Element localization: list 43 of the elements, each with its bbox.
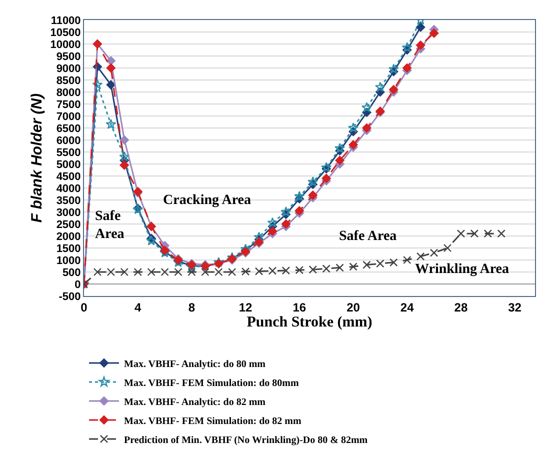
y-tick-label: 6000 <box>56 134 81 147</box>
y-tick-label: 10000 <box>50 38 81 51</box>
x-tick-label: 28 <box>454 300 468 314</box>
y-tick-label: 2500 <box>56 218 81 231</box>
y-tick-label: 4500 <box>56 170 81 183</box>
y-tick-label: 2000 <box>56 230 81 243</box>
x-tick-label: 8 <box>188 300 196 314</box>
y-tick-label: 500 <box>62 266 81 279</box>
y-tick-label: 9500 <box>56 50 81 63</box>
y-tick-label: 4000 <box>56 182 81 195</box>
y-tick-label: 7000 <box>56 110 81 123</box>
legend-label: Max. VBHF- Analytic: do 80 mm <box>124 358 266 370</box>
x-tick-label: 4 <box>134 300 142 314</box>
y-tick-label: 0 <box>74 278 81 291</box>
y-tick-label: 5500 <box>56 146 81 159</box>
y-tick-label: 9000 <box>56 62 81 75</box>
y-tick-label: 1500 <box>56 242 81 255</box>
x-axis-title: Punch Stroke (mm) <box>246 314 372 330</box>
annotation: Safe Area <box>339 229 397 244</box>
y-tick-label: 3000 <box>56 206 81 219</box>
y-tick-label: 7500 <box>56 98 81 111</box>
y-tick-label: 6500 <box>56 122 81 135</box>
legend-label: Max. VBHF- Analytic: do 82 mm <box>124 396 266 408</box>
y-tick-label: 3500 <box>56 194 81 207</box>
annotation: Wrinkling Area <box>415 262 510 277</box>
y-tick-label: 10500 <box>50 26 81 39</box>
legend-label: Max. VBHF- FEM Simulation: do 82 mm <box>124 416 302 427</box>
y-tick-label: 8500 <box>56 74 81 87</box>
y-axis-title: F blank Holder (N) <box>28 93 46 223</box>
x-tick-label: 20 <box>346 300 360 314</box>
x-tick-label: 32 <box>508 300 522 314</box>
y-tick-label: 5000 <box>56 158 81 171</box>
y-tick-label: -500 <box>58 290 81 303</box>
legend-label: Max. VBHF- FEM Simulation: do 80mm <box>124 378 300 389</box>
x-tick-label: 16 <box>292 300 306 314</box>
y-tick-label: 1000 <box>56 254 81 267</box>
annotation: Safe Area <box>95 209 124 242</box>
x-tick-label: 24 <box>400 300 414 314</box>
annotation: Cracking Area <box>163 193 252 208</box>
x-tick-label: 12 <box>238 300 253 314</box>
legend-label: Prediction of Min. VBHF (No Wrinkling)-Do 80 & 82mm <box>124 434 368 446</box>
y-tick-label: 11000 <box>50 14 81 27</box>
y-tick-label: 8000 <box>56 86 81 99</box>
